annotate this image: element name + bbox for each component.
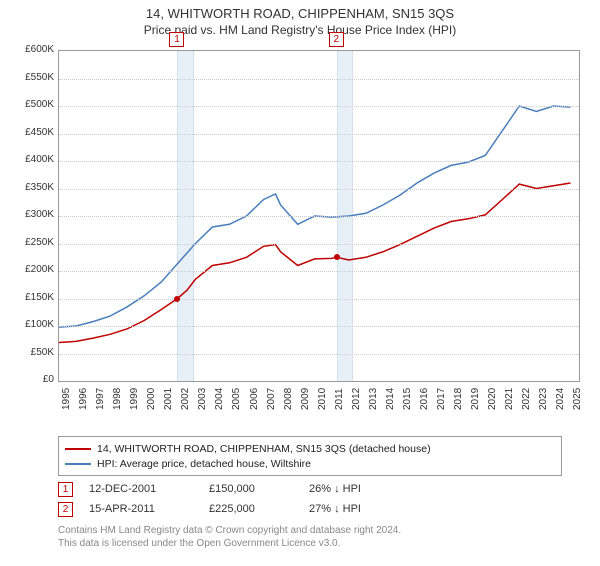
sale-date: 15-APR-2011 bbox=[89, 503, 209, 515]
sale-price: £225,000 bbox=[209, 503, 309, 515]
legend-label: 14, WHITWORTH ROAD, CHIPPENHAM, SN15 3QS… bbox=[97, 443, 431, 455]
sale-vs-hpi: 27% ↓ HPI bbox=[309, 503, 361, 515]
x-tick-label: 2008 bbox=[283, 388, 294, 410]
chart-subtitle: Price paid vs. HM Land Registry's House … bbox=[0, 23, 600, 37]
x-tick-label: 2013 bbox=[368, 388, 379, 410]
y-tick-label: £150K bbox=[10, 292, 54, 303]
series-subject_property bbox=[59, 183, 571, 343]
sale-marker: 2 bbox=[329, 32, 344, 47]
x-tick-label: 2015 bbox=[402, 388, 413, 410]
chart-container: 14, WHITWORTH ROAD, CHIPPENHAM, SN15 3QS… bbox=[0, 6, 600, 566]
sale-point bbox=[174, 296, 180, 302]
x-tick-label: 2007 bbox=[266, 388, 277, 410]
x-tick-label: 2021 bbox=[504, 388, 515, 410]
sale-marker: 1 bbox=[169, 32, 184, 47]
x-tick-label: 2023 bbox=[538, 388, 549, 410]
sale-price: £150,000 bbox=[209, 483, 309, 495]
x-tick-label: 1997 bbox=[95, 388, 106, 410]
y-tick-label: £450K bbox=[10, 127, 54, 138]
sale-row-marker: 1 bbox=[58, 482, 73, 497]
chart-title: 14, WHITWORTH ROAD, CHIPPENHAM, SN15 3QS bbox=[0, 6, 600, 21]
legend-swatch bbox=[65, 463, 91, 465]
legend-label: HPI: Average price, detached house, Wilt… bbox=[97, 458, 311, 470]
legend-row: HPI: Average price, detached house, Wilt… bbox=[65, 456, 555, 471]
x-tick-label: 2010 bbox=[317, 388, 328, 410]
x-tick-label: 2022 bbox=[521, 388, 532, 410]
x-tick-label: 2016 bbox=[419, 388, 430, 410]
plot-area bbox=[58, 50, 580, 382]
sales-table: 1 12-DEC-2001£150,00026% ↓ HPI 2 15-APR-201… bbox=[58, 478, 361, 518]
x-tick-label: 2003 bbox=[197, 388, 208, 410]
x-tick-label: 1999 bbox=[129, 388, 140, 410]
sale-point bbox=[334, 254, 340, 260]
x-tick-label: 2025 bbox=[572, 388, 583, 410]
legend-row: 14, WHITWORTH ROAD, CHIPPENHAM, SN15 3QS… bbox=[65, 441, 555, 456]
y-tick-label: £250K bbox=[10, 237, 54, 248]
x-tick-label: 1996 bbox=[78, 388, 89, 410]
x-tick-label: 2009 bbox=[300, 388, 311, 410]
y-tick-label: £350K bbox=[10, 182, 54, 193]
y-tick-label: £50K bbox=[10, 347, 54, 358]
legend-swatch bbox=[65, 448, 91, 450]
y-tick-label: £0 bbox=[10, 374, 54, 385]
sale-vs-hpi: 26% ↓ HPI bbox=[309, 483, 361, 495]
x-tick-label: 2017 bbox=[436, 388, 447, 410]
legend: 14, WHITWORTH ROAD, CHIPPENHAM, SN15 3QS… bbox=[58, 436, 562, 476]
x-tick-label: 2020 bbox=[487, 388, 498, 410]
x-tick-label: 2012 bbox=[351, 388, 362, 410]
x-tick-label: 2011 bbox=[334, 388, 345, 410]
footer: Contains HM Land Registry data © Crown c… bbox=[58, 524, 401, 550]
x-tick-label: 2006 bbox=[249, 388, 260, 410]
y-tick-label: £200K bbox=[10, 264, 54, 275]
footer-line1: Contains HM Land Registry data © Crown c… bbox=[58, 524, 401, 537]
x-tick-label: 2001 bbox=[163, 388, 174, 410]
y-tick-label: £600K bbox=[10, 44, 54, 55]
x-tick-label: 1995 bbox=[61, 388, 72, 410]
x-tick-label: 1998 bbox=[112, 388, 123, 410]
y-tick-label: £500K bbox=[10, 99, 54, 110]
y-tick-label: £550K bbox=[10, 72, 54, 83]
x-tick-label: 2018 bbox=[453, 388, 464, 410]
y-tick-label: £300K bbox=[10, 209, 54, 220]
sale-row: 1 12-DEC-2001£150,00026% ↓ HPI bbox=[58, 480, 361, 498]
x-tick-label: 2014 bbox=[385, 388, 396, 410]
x-tick-label: 2004 bbox=[214, 388, 225, 410]
x-tick-label: 2000 bbox=[146, 388, 157, 410]
x-tick-label: 2019 bbox=[470, 388, 481, 410]
y-tick-label: £400K bbox=[10, 154, 54, 165]
sale-row-marker: 2 bbox=[58, 502, 73, 517]
x-tick-label: 2024 bbox=[555, 388, 566, 410]
x-tick-label: 2002 bbox=[180, 388, 191, 410]
sale-date: 12-DEC-2001 bbox=[89, 483, 209, 495]
y-tick-label: £100K bbox=[10, 319, 54, 330]
footer-line2: This data is licensed under the Open Gov… bbox=[58, 537, 401, 550]
x-tick-label: 2005 bbox=[231, 388, 242, 410]
chart-area: £0 £50K £100K £150K £200K £250K £300K £350K £400… bbox=[10, 50, 590, 410]
sale-row: 2 15-APR-2011£225,00027% ↓ HPI bbox=[58, 500, 361, 518]
